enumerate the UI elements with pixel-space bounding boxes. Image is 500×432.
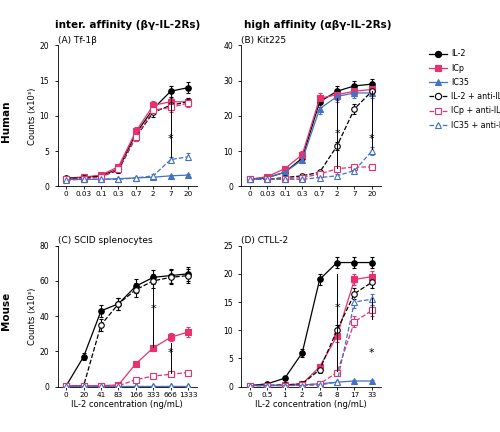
- Text: (D) CTLL-2: (D) CTLL-2: [242, 236, 288, 245]
- Text: *: *: [369, 349, 374, 359]
- Text: *: *: [150, 305, 156, 314]
- Text: *: *: [369, 134, 374, 144]
- X-axis label: IL-2 concentration (ng/mL): IL-2 concentration (ng/mL): [255, 400, 367, 409]
- Text: *: *: [335, 303, 340, 313]
- Text: (A) Tf-1β: (A) Tf-1β: [58, 35, 96, 44]
- Legend: IL-2, ICp, IC35, IL-2 + anti-IL2Rα, ICp + anti-IL2Rα, IC35 + anti-IL2Rα: IL-2, ICp, IC35, IL-2 + anti-IL2Rα, ICp …: [429, 49, 500, 130]
- Text: high affinity (αβγ-IL-2Rs): high affinity (αβγ-IL-2Rs): [244, 20, 391, 30]
- Text: *: *: [168, 134, 173, 144]
- Y-axis label: Counts (x10³): Counts (x10³): [28, 87, 37, 145]
- Text: (C) SCID splenocytes: (C) SCID splenocytes: [58, 236, 152, 245]
- Text: *: *: [334, 129, 340, 139]
- Y-axis label: Counts (x10³): Counts (x10³): [28, 287, 36, 345]
- Text: *: *: [168, 349, 173, 359]
- Text: Human: Human: [1, 100, 11, 142]
- Text: inter. affinity (βγ-IL-2Rs): inter. affinity (βγ-IL-2Rs): [55, 20, 200, 30]
- Text: Mouse: Mouse: [1, 292, 11, 330]
- Text: (B) Kit225: (B) Kit225: [242, 35, 286, 44]
- X-axis label: IL-2 concentration (ng/mL): IL-2 concentration (ng/mL): [72, 400, 183, 409]
